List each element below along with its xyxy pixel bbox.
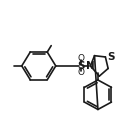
Text: O: O (77, 68, 84, 77)
Text: O: O (77, 54, 84, 63)
Text: S: S (77, 61, 85, 71)
Text: S: S (107, 52, 115, 62)
Text: N: N (86, 61, 95, 71)
